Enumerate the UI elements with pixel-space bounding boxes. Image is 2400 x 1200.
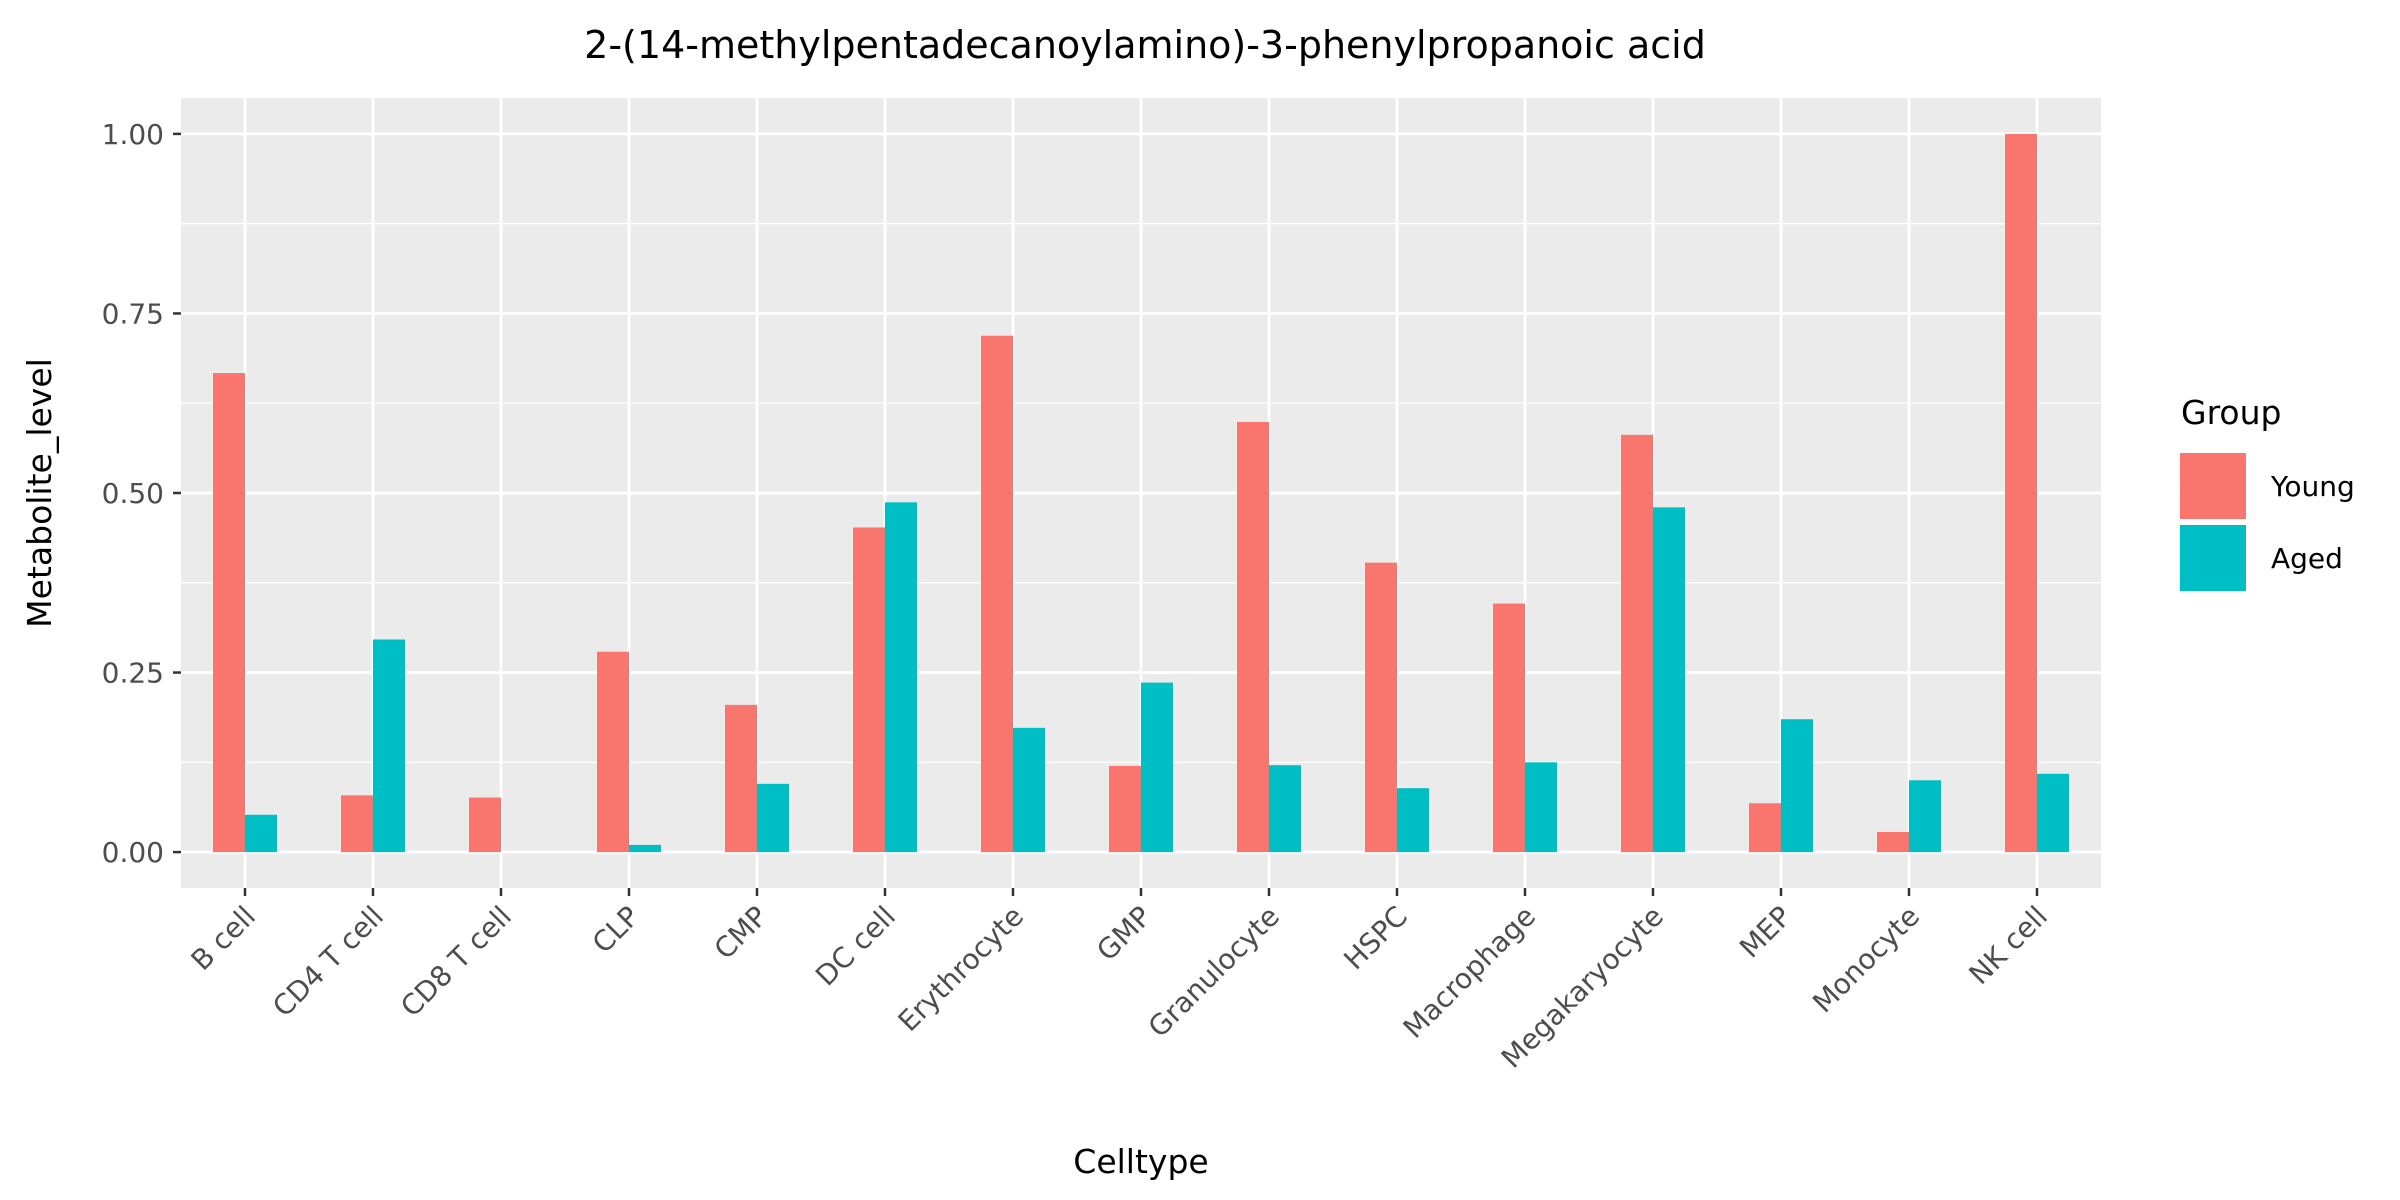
bar-young: [1749, 803, 1781, 853]
bar-aged: [1141, 682, 1173, 853]
bar-young: [1493, 603, 1525, 853]
x-tick-label: Macrophage: [1397, 900, 1542, 1045]
legend: Group Young Aged: [2180, 393, 2355, 591]
x-tick-label: HSPC: [1337, 900, 1414, 977]
y-tick-label: 1.00: [102, 118, 164, 151]
x-tick-label: CMP: [708, 900, 774, 966]
legend-key-aged: [2180, 525, 2246, 591]
bar-young: [725, 704, 757, 853]
bar-aged: [2037, 773, 2069, 853]
y-tick-label: 0.50: [102, 477, 164, 510]
y-axis: 0.00 0.25 0.50 0.75 1.00: [102, 118, 181, 869]
bar-young: [213, 373, 245, 853]
legend-key-young: [2180, 453, 2246, 519]
y-axis-title: Metabolite_level: [20, 358, 59, 628]
bar-aged: [245, 814, 277, 853]
y-tick-label: 0.25: [102, 657, 164, 690]
bar-young: [1877, 831, 1909, 853]
x-tick-label: CLP: [586, 900, 646, 960]
bar-aged: [1781, 719, 1813, 853]
x-tick-label: DC cell: [809, 900, 902, 993]
x-tick-label: MEP: [1733, 900, 1798, 965]
legend-title: Group: [2181, 393, 2281, 432]
x-tick-label: Granulocyte: [1142, 900, 1286, 1044]
bar-young: [2005, 133, 2037, 853]
bar-young: [597, 651, 629, 853]
bar-aged: [373, 639, 405, 853]
y-tick-label: 0.00: [102, 836, 164, 869]
bar-aged: [1653, 507, 1685, 853]
x-tick-label: CD8 T cell: [394, 900, 518, 1024]
legend-label-young: Young: [2270, 470, 2355, 503]
bars: [213, 133, 2069, 853]
x-axis: B cell CD4 T cell CD8 T cell CLP CMP DC cellE…: [185, 888, 2054, 1075]
x-tick-label: NK cell: [1962, 900, 2053, 991]
bar-aged: [1909, 780, 1941, 853]
bar-young: [1621, 434, 1653, 853]
x-tick-label: GMP: [1090, 900, 1158, 968]
bar-aged: [1525, 762, 1557, 853]
x-tick-label: CD4 T cell: [266, 900, 390, 1024]
bar-aged: [757, 783, 789, 853]
bar-aged: [629, 844, 661, 853]
legend-label-aged: Aged: [2271, 542, 2343, 575]
bar-young: [981, 335, 1013, 853]
bar-young: [1365, 562, 1397, 853]
x-tick-label: B cell: [185, 900, 262, 977]
bar-aged: [885, 502, 917, 853]
x-tick-label: Erythrocyte: [892, 900, 1030, 1038]
x-axis-title: Celltype: [1073, 1142, 1208, 1181]
bar-young: [853, 527, 885, 853]
bar-aged: [1269, 765, 1301, 853]
bar-aged: [1013, 727, 1045, 853]
bar-young: [1109, 765, 1141, 853]
bar-young: [341, 795, 373, 853]
bar-young: [1237, 421, 1269, 853]
x-tick-label: Monocyte: [1806, 900, 1926, 1020]
bar-young: [469, 797, 501, 853]
chart-title: 2-(14-methylpentadecanoylamino)-3-phenyl…: [584, 23, 1706, 67]
y-tick-label: 0.75: [102, 297, 164, 330]
bar-aged: [1397, 788, 1429, 853]
